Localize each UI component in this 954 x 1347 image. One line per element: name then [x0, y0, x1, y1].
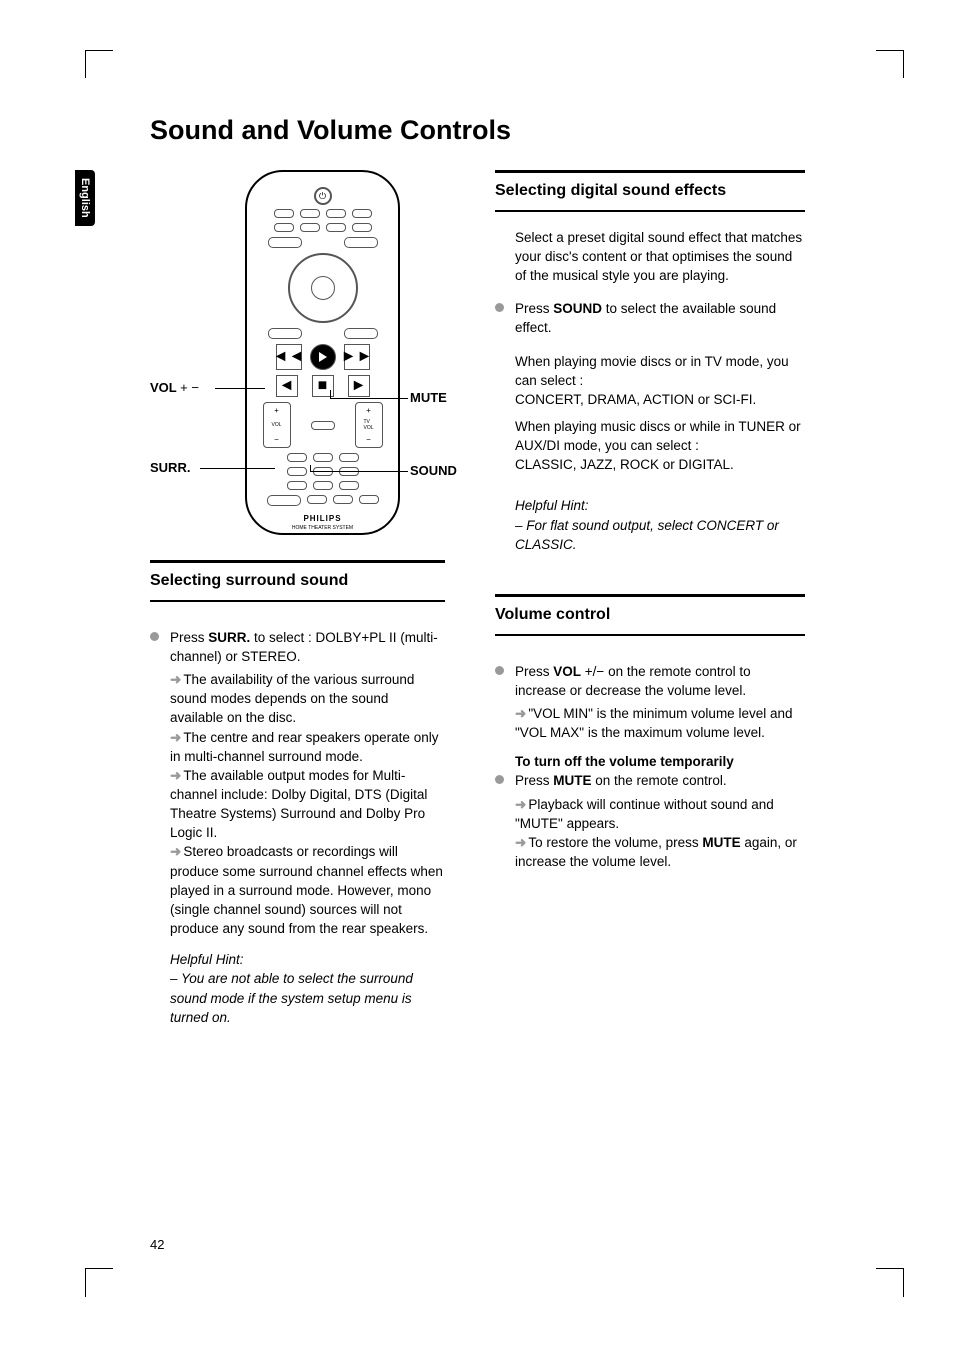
arrow-line: ➜The available output modes for Multi-ch… — [150, 766, 445, 843]
page-number: 42 — [150, 1237, 164, 1252]
bullet-icon — [495, 303, 504, 312]
remote-illustration: ⏻ ◄◄ ►► ◄ ■ ► +VOL− +TVVOL− PHILIPS HOME… — [245, 170, 400, 535]
bullet-icon — [495, 666, 504, 675]
hint-title: Helpful Hint: — [150, 950, 445, 969]
language-tab: English — [75, 170, 95, 226]
hint-title: Helpful Hint: — [495, 496, 805, 515]
label-surr: SURR. — [150, 460, 190, 475]
label-mute: MUTE — [410, 390, 447, 405]
para-movie-options: CONCERT, DRAMA, ACTION or SCI-FI. — [495, 390, 805, 409]
arrow-line: ➜Playback will continue without sound an… — [495, 795, 805, 833]
bullet-icon — [150, 632, 159, 641]
brand-logo: PHILIPS — [257, 514, 388, 523]
bullet-surr: Press SURR. to select : DOLBY+PL II (mul… — [150, 628, 445, 666]
hint-body: – You are not able to select the surroun… — [150, 969, 445, 1026]
right-column: Selecting digital sound effects Select a… — [495, 170, 805, 871]
section-heading-volume: Volume control — [495, 594, 805, 636]
brand-subtitle: HOME THEATER SYSTEM — [257, 525, 388, 531]
intro-text: Select a preset digital sound effect tha… — [495, 228, 805, 285]
bullet-mute: Press MUTE on the remote control. — [495, 771, 805, 790]
section-heading-surround: Selecting surround sound — [150, 560, 445, 602]
sub-heading: To turn off the volume temporarily — [495, 752, 805, 771]
bullet-icon — [495, 775, 504, 784]
hint-body: – For flat sound output, select CONCERT … — [495, 516, 805, 554]
para-movie: When playing movie discs or in TV mode, … — [495, 352, 805, 390]
para-music: When playing music discs or while in TUN… — [495, 417, 805, 455]
arrow-line: ➜The availability of the various surroun… — [150, 670, 445, 727]
arrow-line: ➜Stereo broadcasts or recordings will pr… — [150, 842, 445, 938]
label-vol: VOL + − — [150, 380, 199, 395]
left-column: Selecting surround sound Press SURR. to … — [150, 560, 445, 1027]
arrow-line: ➜The centre and rear speakers operate on… — [150, 728, 445, 766]
arrow-line: ➜To restore the volume, press MUTE again… — [495, 833, 805, 871]
bullet-sound: Press SOUND to select the available soun… — [495, 299, 805, 337]
para-music-options: CLASSIC, JAZZ, ROCK or DIGITAL. — [495, 455, 805, 474]
section-heading-effects: Selecting digital sound effects — [495, 170, 805, 212]
bullet-vol: Press VOL +/− on the remote control to i… — [495, 662, 805, 700]
arrow-line: ➜"VOL MIN" is the minimum volume level a… — [495, 704, 805, 742]
page-title: Sound and Volume Controls — [150, 115, 511, 146]
label-sound: SOUND — [410, 463, 457, 478]
